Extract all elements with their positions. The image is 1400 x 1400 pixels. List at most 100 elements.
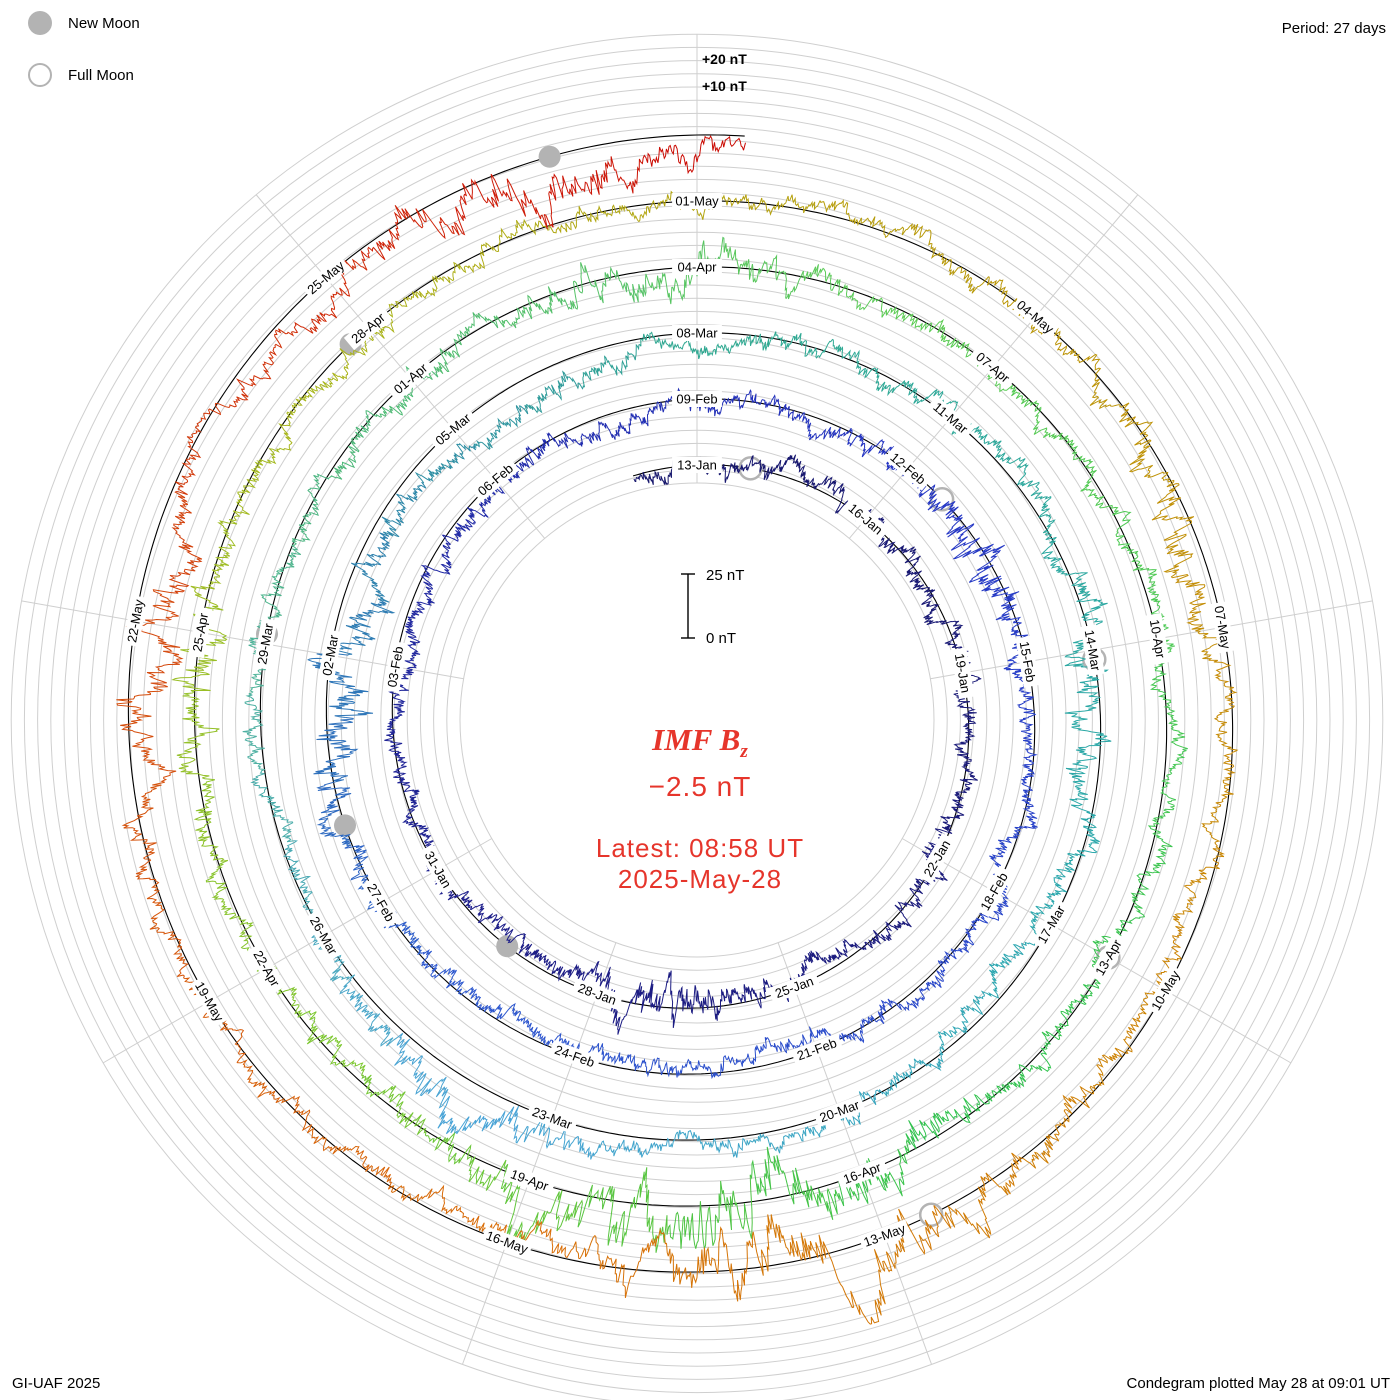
bz-trace-segment xyxy=(242,693,266,772)
bz-trace-segment xyxy=(116,686,177,783)
bz-trace-segment xyxy=(548,204,640,234)
date-tick-label: 15-Feb xyxy=(1015,635,1040,688)
bz-trace-segment xyxy=(944,1152,1024,1239)
date-tick-label: 07-May xyxy=(1210,601,1235,654)
date-tick-label: 03-Feb xyxy=(383,640,408,693)
credit-label: GI-UAF 2025 xyxy=(12,1375,101,1392)
svg-text:14-Mar: 14-Mar xyxy=(1082,629,1104,673)
legend-row-new-moon: New Moon xyxy=(28,10,140,36)
bz-trace-segment xyxy=(168,490,203,594)
bz-trace-segment xyxy=(927,500,981,555)
new-moon-marker xyxy=(334,814,356,837)
center-annotations: IMF Bz −2.5 nT Latest: 08:58 UT 2025-May… xyxy=(0,722,1400,895)
baseline-spiral xyxy=(127,134,1234,1273)
imf-title: IMF Bz xyxy=(652,722,748,763)
new-moon-marker xyxy=(538,145,561,168)
svg-text:01-May: 01-May xyxy=(675,194,719,209)
svg-text:08-Mar: 08-Mar xyxy=(676,326,718,341)
bz-trace-segment xyxy=(666,1226,762,1302)
new-moon-label: New Moon xyxy=(68,14,140,32)
svg-text:11-Mar: 11-Mar xyxy=(930,399,971,437)
svg-text:04-May: 04-May xyxy=(1014,297,1057,337)
bz-trace-segment xyxy=(386,678,409,733)
svg-text:09-Feb: 09-Feb xyxy=(676,392,717,407)
bz-trace-segment xyxy=(477,913,527,948)
svg-text:07-Apr: 07-Apr xyxy=(973,349,1013,386)
bz-trace-segment xyxy=(658,970,711,1028)
scale-bar: 25 nT 0 nT xyxy=(681,567,744,647)
radial-axis-labels: +20 nT +10 nT xyxy=(702,51,747,94)
date-tick-label: 10-Apr xyxy=(1145,612,1170,665)
bz-trace-segment xyxy=(283,840,314,914)
svg-text:10-Apr: 10-Apr xyxy=(1147,618,1169,660)
bz-trace-segment xyxy=(1018,708,1038,768)
bz-trace-segment xyxy=(229,328,296,408)
bz-trace-segment xyxy=(909,570,940,619)
bz-trace-segment xyxy=(388,1184,480,1229)
bz-trace-segment xyxy=(1041,982,1100,1050)
bz-trace-segment xyxy=(125,589,184,688)
svg-text:04-Apr: 04-Apr xyxy=(677,260,717,275)
bz-trace-segment xyxy=(339,974,398,1047)
date-tick-label: 19-Apr xyxy=(503,1164,556,1197)
bz-trace-segment xyxy=(121,781,165,883)
bz-trace-segment xyxy=(909,223,990,294)
bz-trace-segment xyxy=(1172,842,1226,929)
bz-trace-segment xyxy=(420,949,474,996)
svg-text:25-Jan: 25-Jan xyxy=(773,973,815,1001)
svg-text:12-Feb: 12-Feb xyxy=(887,450,928,488)
moon-legend: New Moon Full Moon xyxy=(28,10,140,88)
bz-trace-segment xyxy=(455,173,554,236)
bz-trace-segment xyxy=(792,411,849,441)
bz-trace-segment xyxy=(905,1094,981,1150)
radial-spokes xyxy=(21,34,1373,1365)
bz-trace-segment xyxy=(642,135,744,175)
bz-trace-segment xyxy=(578,1043,641,1071)
bz-trace-segment xyxy=(572,262,647,310)
bz-trace-segment xyxy=(937,990,987,1051)
bz-trace-segment xyxy=(802,264,879,311)
svg-text:19-Apr: 19-Apr xyxy=(509,1166,551,1194)
bz-trace-segment xyxy=(959,423,1028,469)
bz-trace-segment xyxy=(174,402,231,496)
bz-trace-segment xyxy=(986,941,1038,999)
bz-trace-segment xyxy=(424,1131,507,1191)
bz-trace-segment xyxy=(493,286,575,329)
bz-trace-segment xyxy=(176,690,220,779)
svg-text:24-Feb: 24-Feb xyxy=(553,1042,597,1070)
bz-trace-segment xyxy=(671,1129,748,1158)
full-moon-icon xyxy=(28,63,52,87)
date-tick-label: 24-Feb xyxy=(548,1040,601,1073)
period-label: Period: 27 days xyxy=(1281,20,1386,37)
bz-trace-segment xyxy=(877,981,931,1025)
bz-trace-segment xyxy=(633,458,677,485)
bz-trace-segment xyxy=(190,519,238,607)
bz-trace-segment xyxy=(518,943,566,982)
bz-trace-segment xyxy=(360,204,463,261)
bz-trace-segment xyxy=(582,343,642,388)
bz-trace-segment xyxy=(469,988,526,1025)
bz-trace-segment xyxy=(1149,665,1188,750)
bz-trace-segment xyxy=(500,1163,583,1247)
bz-trace-segment xyxy=(205,859,255,949)
bz-trace-segment xyxy=(1201,750,1237,844)
bz-trace-segment xyxy=(433,312,499,375)
bz-trace-segment xyxy=(232,447,285,521)
bz-trace-segment xyxy=(1016,464,1056,536)
bz-trace-segment xyxy=(607,979,661,1035)
bz-trace-segment xyxy=(1119,402,1175,483)
date-tick-label: 08-Mar xyxy=(672,325,722,341)
legend-row-full-moon: Full Moon xyxy=(28,62,140,88)
bz-trace-segment xyxy=(1139,925,1183,1015)
bz-trace-segment xyxy=(760,1026,819,1054)
bz-trace-segment xyxy=(1172,573,1224,661)
bz-trace-segment xyxy=(332,307,395,381)
bz-trace-segment xyxy=(1089,1012,1143,1095)
bz-trace-segment xyxy=(719,455,766,483)
date-tick-label: 25-Apr xyxy=(188,606,213,659)
svg-text:03-Feb: 03-Feb xyxy=(384,645,406,688)
date-tick-label: 04-Apr xyxy=(672,259,722,275)
svg-text:01-Apr: 01-Apr xyxy=(391,360,431,397)
bz-trace-segment xyxy=(291,473,330,546)
